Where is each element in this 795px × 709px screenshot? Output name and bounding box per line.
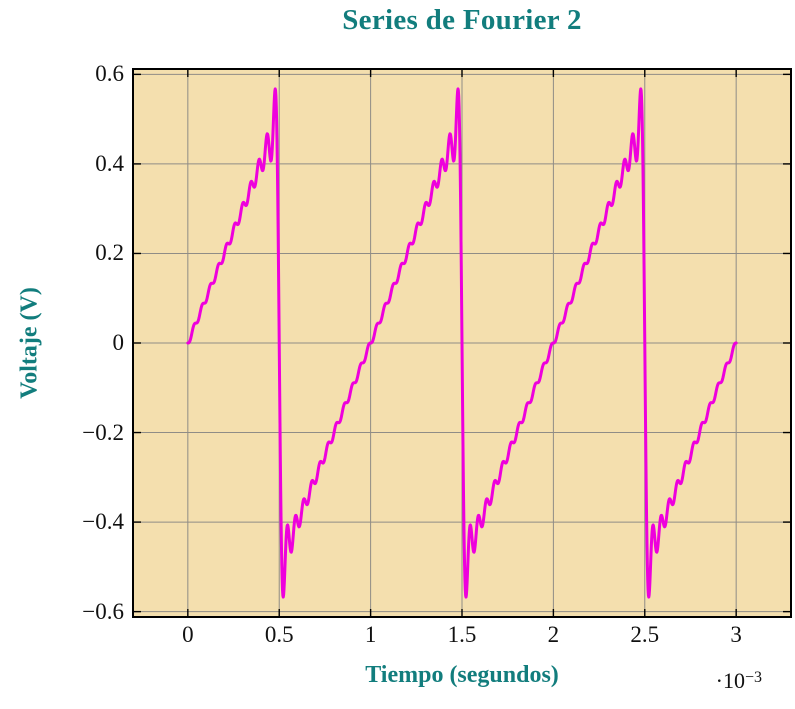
y-tick-label: 0.4 [95,150,124,176]
x-axis-multiplier: ·10−3 [716,668,762,694]
y-tick-label: −0.4 [82,509,124,535]
y-tick-label: 0.2 [95,240,124,266]
x-tick-label: 0 [182,622,194,647]
y-tick-label: 0 [112,330,125,355]
x-tick-label: 1 [364,622,377,647]
fourier-series-curve [186,87,738,599]
plot-frame [132,68,792,618]
x-tick-label: 3 [730,622,742,647]
x-axis-label: Tiempo (segundos) [365,662,559,688]
y-tick-label: −0.2 [82,419,124,445]
x-tick-label: 0.5 [264,622,294,647]
x-tick-label: 1.5 [447,622,477,647]
multiplier-exponent: −3 [744,669,762,686]
multiplier-base: ·10 [715,668,745,693]
x-tick-label: 2.5 [630,622,660,647]
axis-ticks [133,69,791,617]
y-tick-label: 0.6 [95,61,124,87]
chart-title: Series de Fourier 2 [342,4,582,36]
y-tick-label: −0.6 [82,598,124,624]
x-tick-label: 2 [547,622,560,647]
